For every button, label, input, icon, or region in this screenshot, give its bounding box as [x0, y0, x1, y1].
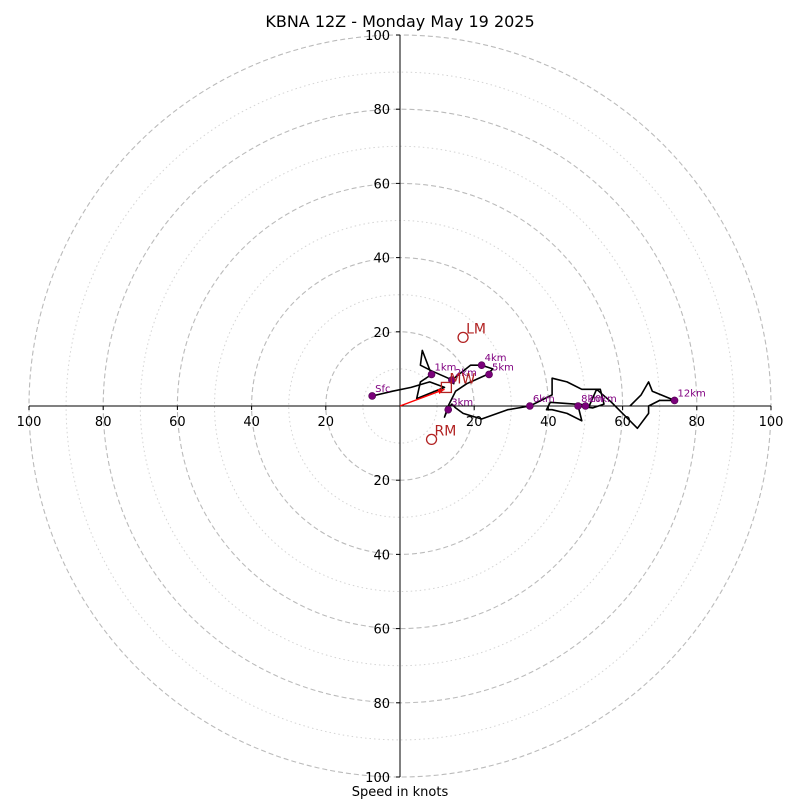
- x-tick-label: 80: [689, 415, 706, 430]
- height-marker-label: 6km: [533, 394, 555, 405]
- y-tick-label: 100: [365, 29, 390, 44]
- y-tick-label: 80: [373, 697, 390, 712]
- chart-title: KBNA 12Z - Monday May 19 2025: [265, 12, 534, 31]
- y-tick-label: 20: [373, 326, 390, 341]
- height-marker-point: [670, 396, 679, 405]
- height-marker-label: 10km: [589, 394, 617, 405]
- height-marker-label: 1km: [435, 362, 457, 373]
- height-marker-label: 3km: [451, 398, 473, 409]
- height-marker-point: [526, 402, 534, 410]
- height-marker-point: [427, 370, 436, 379]
- height-marker-label: 2km: [455, 368, 477, 379]
- x-tick-label: 40: [540, 415, 557, 430]
- y-tick-label: 60: [373, 177, 390, 192]
- y-tick-label: 40: [373, 252, 390, 267]
- x-tick-label: 80: [95, 415, 112, 430]
- x-tick-label: 100: [759, 415, 784, 430]
- height-marker-point: [477, 361, 486, 369]
- height-marker-label: 5km: [492, 362, 514, 373]
- x-tick-label: 60: [169, 415, 186, 430]
- storm-motion-label: LM: [466, 321, 486, 337]
- x-tick-label: 100: [17, 415, 42, 430]
- x-tick-label: 20: [318, 415, 335, 430]
- y-tick-label: 100: [365, 771, 390, 786]
- x-tick-label: 60: [614, 415, 631, 430]
- height-marker-label: Sfc: [375, 384, 390, 395]
- height-marker-point: [574, 402, 582, 410]
- storm-motion-label: RM: [435, 423, 457, 439]
- storm-motion-label: MW: [449, 371, 475, 387]
- height-marker-point: [485, 370, 493, 379]
- height-marker-point: [444, 405, 453, 414]
- height-marker-point: [581, 402, 590, 410]
- x-tick-label: 40: [243, 415, 260, 430]
- storm-motions: LM RM MW: [425, 321, 486, 446]
- y-tick-label: 40: [373, 548, 390, 563]
- height-marker-label: 8km: [581, 394, 603, 405]
- hodograph-line: [372, 349, 676, 430]
- x-axis-label: Speed in knots: [352, 785, 449, 800]
- y-tick-label: 60: [373, 623, 390, 638]
- storm-motion-marker: [425, 433, 438, 446]
- mean-wind-marker: [440, 381, 453, 394]
- y-tick-label: 20: [373, 474, 390, 489]
- y-tick-label: 80: [373, 103, 390, 118]
- height-marker-label: 12km: [678, 388, 706, 399]
- height-marker-label: 4km: [485, 353, 507, 364]
- hodograph-trace: [372, 349, 676, 430]
- height-marker-point: [368, 392, 376, 400]
- shear-vector: [399, 388, 445, 407]
- storm-motion-marker: [457, 331, 469, 344]
- shear-vector-line: [399, 388, 445, 407]
